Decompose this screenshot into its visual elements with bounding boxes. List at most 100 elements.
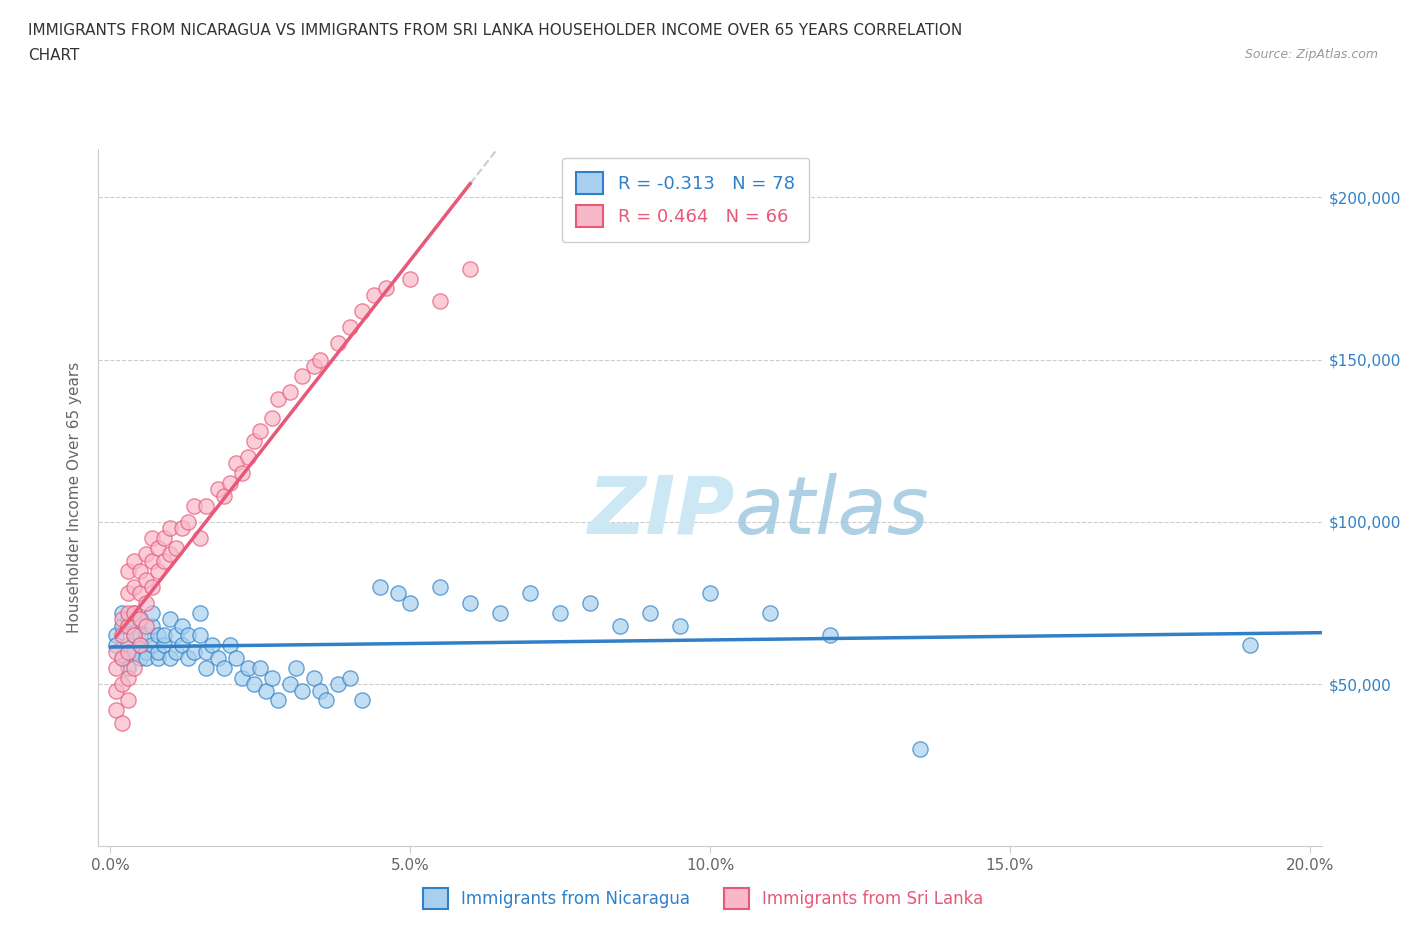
Point bbox=[124, 628, 146, 643]
Point bbox=[315, 693, 337, 708]
Point bbox=[188, 628, 211, 643]
Point bbox=[124, 605, 146, 620]
Point bbox=[153, 638, 176, 653]
Point bbox=[148, 651, 170, 666]
Point bbox=[638, 605, 661, 620]
Point bbox=[129, 628, 152, 643]
Point bbox=[399, 595, 422, 610]
Point bbox=[309, 684, 332, 698]
Point bbox=[458, 261, 481, 276]
Point bbox=[153, 531, 176, 546]
Point bbox=[129, 612, 152, 627]
Point bbox=[111, 715, 134, 730]
Point bbox=[339, 320, 361, 335]
Point bbox=[129, 638, 152, 653]
Point bbox=[129, 651, 152, 666]
Point bbox=[429, 579, 451, 594]
Point bbox=[579, 595, 602, 610]
Text: atlas: atlas bbox=[734, 472, 929, 551]
Point bbox=[135, 618, 157, 633]
Point bbox=[159, 651, 181, 666]
Point bbox=[291, 368, 314, 383]
Point bbox=[262, 411, 284, 426]
Point bbox=[249, 423, 271, 438]
Point bbox=[1239, 638, 1261, 653]
Point bbox=[135, 644, 157, 659]
Point bbox=[172, 638, 194, 653]
Point bbox=[129, 612, 152, 627]
Point bbox=[291, 684, 314, 698]
Point bbox=[387, 586, 409, 601]
Point bbox=[304, 671, 326, 685]
Point bbox=[214, 488, 236, 503]
Point bbox=[243, 677, 266, 692]
Point bbox=[105, 660, 128, 675]
Point bbox=[207, 482, 229, 497]
Point bbox=[124, 660, 146, 675]
Point bbox=[135, 547, 157, 562]
Point bbox=[267, 392, 290, 406]
Y-axis label: Householder Income Over 65 years: Householder Income Over 65 years bbox=[67, 362, 83, 633]
Point bbox=[368, 579, 391, 594]
Point bbox=[183, 498, 205, 513]
Point bbox=[399, 272, 422, 286]
Point bbox=[328, 336, 350, 351]
Point bbox=[159, 612, 181, 627]
Point bbox=[129, 638, 152, 653]
Point bbox=[339, 671, 361, 685]
Point bbox=[148, 644, 170, 659]
Point bbox=[148, 628, 170, 643]
Point bbox=[165, 628, 187, 643]
Point bbox=[669, 618, 692, 633]
Point bbox=[141, 605, 163, 620]
Point bbox=[153, 628, 176, 643]
Point bbox=[201, 638, 224, 653]
Point bbox=[699, 586, 721, 601]
Point bbox=[818, 628, 841, 643]
Point bbox=[117, 671, 139, 685]
Point bbox=[238, 449, 260, 464]
Point bbox=[117, 605, 139, 620]
Point bbox=[219, 638, 242, 653]
Point bbox=[304, 359, 326, 374]
Point bbox=[129, 563, 152, 578]
Point bbox=[458, 595, 481, 610]
Point bbox=[363, 287, 385, 302]
Point bbox=[172, 618, 194, 633]
Point bbox=[207, 651, 229, 666]
Point bbox=[519, 586, 541, 601]
Point bbox=[195, 498, 218, 513]
Point bbox=[159, 521, 181, 536]
Point bbox=[129, 586, 152, 601]
Point bbox=[117, 618, 139, 633]
Point bbox=[105, 702, 128, 717]
Point bbox=[177, 514, 200, 529]
Point bbox=[105, 684, 128, 698]
Point bbox=[375, 281, 398, 296]
Point bbox=[609, 618, 631, 633]
Point bbox=[219, 475, 242, 490]
Point bbox=[759, 605, 782, 620]
Point bbox=[309, 352, 332, 367]
Point bbox=[111, 651, 134, 666]
Text: CHART: CHART bbox=[28, 48, 80, 63]
Point bbox=[249, 660, 271, 675]
Point bbox=[141, 579, 163, 594]
Point bbox=[328, 677, 350, 692]
Point bbox=[117, 612, 139, 627]
Point bbox=[172, 521, 194, 536]
Point bbox=[141, 638, 163, 653]
Point bbox=[124, 628, 146, 643]
Point bbox=[111, 618, 134, 633]
Point bbox=[177, 628, 200, 643]
Point bbox=[111, 651, 134, 666]
Point bbox=[548, 605, 571, 620]
Legend: R = -0.313   N = 78, R = 0.464   N = 66: R = -0.313 N = 78, R = 0.464 N = 66 bbox=[562, 158, 810, 242]
Point bbox=[135, 573, 157, 588]
Point bbox=[111, 677, 134, 692]
Point bbox=[105, 638, 128, 653]
Point bbox=[278, 385, 301, 400]
Point bbox=[188, 531, 211, 546]
Point bbox=[177, 651, 200, 666]
Point bbox=[352, 693, 374, 708]
